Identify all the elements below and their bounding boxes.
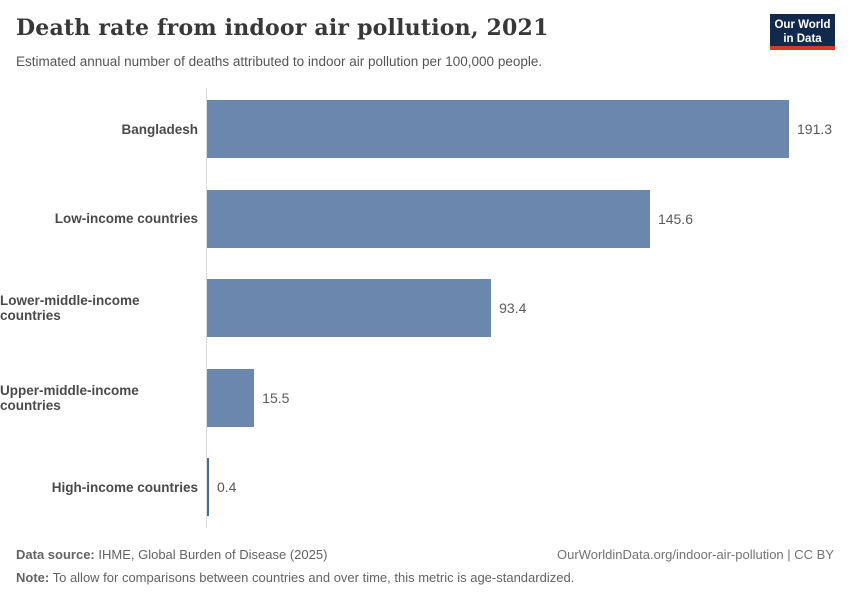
category-label: High-income countries	[51, 479, 198, 495]
value-label: 191.3	[797, 121, 833, 137]
footer-datasource-text: IHME, Global Burden of Disease (2025)	[94, 547, 328, 562]
category-label: Low-income countries	[54, 211, 198, 226]
footer-note-label: Note:	[16, 570, 50, 585]
category-label: Upper-middle-income countries	[0, 382, 139, 413]
category-label: Bangladesh	[121, 121, 198, 137]
owid-logo-line1: Our World	[774, 19, 831, 31]
y-axis-line	[206, 88, 207, 528]
value-label: 15.5	[262, 389, 290, 406]
bar[interactable]	[207, 100, 789, 158]
bar[interactable]	[207, 458, 209, 516]
footer-datasource: Data source: IHME, Global Burden of Dise…	[16, 547, 327, 562]
footer-note-text: To allow for comparisons between countri…	[49, 570, 575, 585]
value-label: 145.6	[657, 210, 693, 227]
footer-note: Note: To allow for comparisons between c…	[16, 570, 574, 585]
value-label: 93.4	[499, 300, 527, 316]
page-subtitle: Estimated annual number of deaths attrib…	[16, 54, 543, 69]
footer-datasource-label: Data source:	[16, 547, 95, 562]
bar[interactable]	[207, 279, 492, 337]
owid-logo-line2: in Data	[783, 32, 822, 45]
page-title: Death rate from indoor air pollution, 20…	[16, 15, 549, 41]
value-label: 0.4	[217, 479, 237, 495]
bar[interactable]	[207, 189, 650, 248]
owid-logo: Our World in Data	[770, 14, 835, 50]
bar[interactable]	[207, 368, 255, 427]
footer-link[interactable]: OurWorldinData.org/indoor-air-pollution …	[557, 547, 834, 562]
category-label: Lower-middle-income countries	[0, 293, 140, 323]
